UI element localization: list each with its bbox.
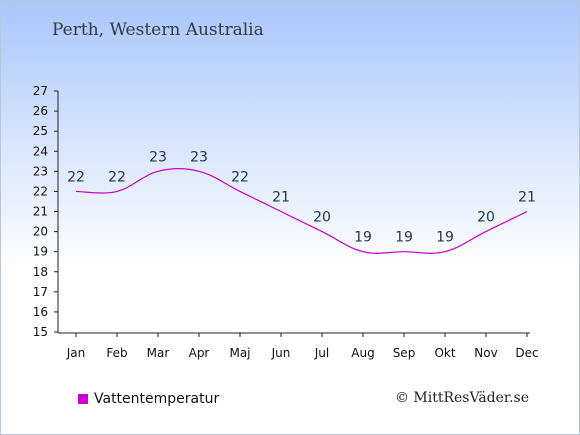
y-tick-label: 23 — [33, 164, 48, 178]
data-label: 19 — [395, 230, 413, 246]
legend: Vattentemperatur — [78, 391, 219, 407]
data-label: 23 — [190, 149, 208, 165]
data-label: 21 — [518, 190, 536, 206]
y-tick-label: 16 — [33, 305, 48, 319]
legend-label: Vattentemperatur — [94, 391, 220, 407]
x-tick-label: Mar — [147, 346, 170, 360]
y-tick-label: 27 — [33, 84, 48, 98]
x-tick-label: Jul — [314, 346, 329, 360]
y-tick-label: 22 — [33, 184, 48, 198]
y-tick-label: 15 — [33, 325, 48, 339]
data-label: 19 — [354, 230, 372, 246]
x-tick-label: Maj — [229, 346, 250, 360]
x-tick-label: Nov — [474, 346, 497, 360]
x-tick-label: Aug — [351, 346, 374, 360]
data-label: 21 — [272, 190, 290, 206]
y-tick-label: 19 — [33, 245, 48, 259]
credit: © MittResVäder.se — [394, 390, 529, 406]
x-tick-label: Feb — [106, 346, 127, 360]
y-tick-label: 21 — [33, 205, 48, 219]
x-tick-label: Apr — [189, 346, 210, 360]
data-label: 23 — [149, 149, 167, 165]
data-label: 20 — [477, 210, 495, 226]
series-line-vattentemperatur — [75, 168, 528, 254]
data-label: 19 — [436, 230, 454, 246]
x-tick-label: Jan — [66, 346, 86, 360]
data-label: 22 — [231, 169, 249, 185]
x-tick-label: Jun — [271, 346, 291, 360]
x-tick-label: Okt — [434, 346, 455, 360]
data-label: 22 — [67, 169, 85, 185]
legend-swatch — [78, 394, 88, 404]
y-tick-label: 24 — [33, 144, 48, 158]
x-tick-label: Sep — [393, 346, 416, 360]
y-tick-label: 25 — [33, 124, 48, 138]
y-tick-label: 18 — [33, 265, 48, 279]
y-tick-label: 26 — [33, 104, 48, 118]
y-tick-label: 20 — [33, 225, 48, 239]
data-label: 22 — [108, 169, 126, 185]
y-tick-label: 17 — [33, 285, 48, 299]
data-label: 20 — [313, 210, 331, 226]
chart-title: Perth, Western Australia — [52, 20, 264, 40]
x-tick-label: Dec — [515, 346, 538, 360]
